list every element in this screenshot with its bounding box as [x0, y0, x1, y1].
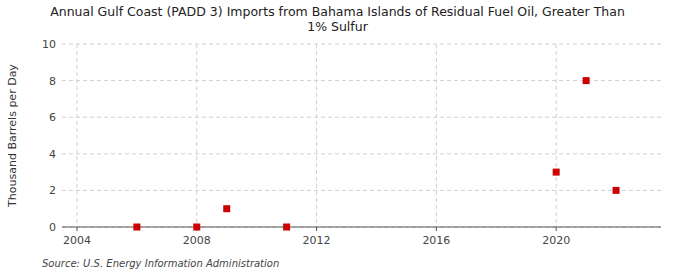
data-point — [583, 77, 590, 84]
x-grid-line — [76, 44, 77, 227]
y-grid-line — [62, 227, 661, 228]
data-point — [613, 187, 620, 194]
grid — [62, 44, 661, 227]
y-grid-line — [62, 44, 661, 45]
y-tick-label: 10 — [42, 38, 56, 51]
y-tick-label: 8 — [49, 75, 56, 88]
x-tick-label: 2004 — [63, 234, 91, 247]
y-grid-line — [62, 80, 661, 81]
data-point — [283, 224, 290, 231]
points — [133, 77, 619, 230]
x-tick — [76, 227, 77, 231]
x-tick-label: 2020 — [542, 234, 570, 247]
data-point — [223, 205, 230, 212]
y-tick-label: 6 — [49, 111, 56, 124]
y-tick-label: 0 — [49, 221, 56, 234]
x-tick — [316, 227, 317, 231]
y-axis-label: Thousand Barrels per Day — [6, 64, 19, 208]
data-point — [553, 169, 560, 176]
x-tick-label: 2012 — [303, 234, 331, 247]
data-point — [193, 224, 200, 231]
y-tick-label: 2 — [49, 184, 56, 197]
chart: Annual Gulf Coast (PADD 3) Imports from … — [0, 0, 675, 275]
y-grid-line — [62, 153, 661, 154]
x-grid-line — [196, 44, 197, 227]
y-grid-line — [62, 117, 661, 118]
x-tick — [556, 227, 557, 231]
x-tick-label: 2008 — [183, 234, 211, 247]
x-tick — [436, 227, 437, 231]
data-point — [133, 224, 140, 231]
x-grid-line — [436, 44, 437, 227]
chart-container: Annual Gulf Coast (PADD 3) Imports from … — [0, 0, 675, 275]
y-grid-line — [62, 190, 661, 191]
x-axis-line — [62, 227, 661, 228]
x-grid-line — [316, 44, 317, 227]
y-tick-label: 4 — [49, 148, 56, 161]
x-tick-label: 2016 — [422, 234, 450, 247]
title: Annual Gulf Coast (PADD 3) Imports from … — [50, 4, 625, 34]
x-grid-line — [556, 44, 557, 227]
source-note: Source: U.S. Energy Information Administ… — [42, 258, 279, 269]
